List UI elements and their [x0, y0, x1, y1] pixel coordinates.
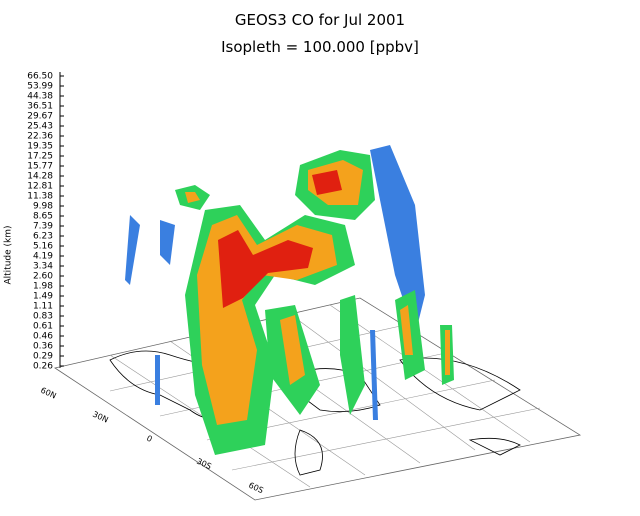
altitude-tick-label: 8.65: [33, 212, 53, 222]
latitude-label: 30S: [195, 457, 213, 472]
altitude-tick-label: 29.67: [27, 112, 53, 122]
altitude-tick-label: 0.83: [33, 312, 53, 322]
altitude-tick-label: 66.50: [27, 72, 53, 82]
altitude-tick-label: 1.98: [33, 282, 53, 292]
altitude-tick-label: 19.35: [27, 142, 53, 152]
altitude-tick-label: 44.38: [27, 92, 53, 102]
altitude-tick-label: 53.99: [27, 82, 53, 92]
latitude-label: 60S: [247, 481, 265, 496]
altitude-tick-label: 17.25: [27, 152, 53, 162]
title: GEOS3 CO for Jul 2001: [235, 11, 405, 29]
altitude-tick-label: 0.36: [33, 342, 53, 352]
altitude-tick-label: 0.46: [33, 332, 53, 342]
altitude-tick-label: 4.19: [33, 252, 53, 262]
latitude-label: 30N: [91, 410, 109, 425]
altitude-tick-label: 9.98: [33, 202, 53, 212]
altitude-tick-label: 0.26: [33, 362, 53, 372]
subtitle: Isopleth = 100.000 [ppbv]: [221, 38, 419, 56]
altitude-tick-label: 22.36: [27, 132, 53, 142]
altitude-tick-label: 0.29: [33, 352, 53, 362]
altitude-tick-label: 5.16: [33, 242, 53, 252]
altitude-tick-label: 36.51: [27, 102, 53, 112]
altitude-tick-label: 7.39: [33, 222, 53, 232]
altitude-tick-label: 14.28: [27, 172, 53, 182]
altitude-tick-label: 11.38: [27, 192, 53, 202]
altitude-tick-label: 15.77: [27, 162, 53, 172]
altitude-tick-label: 12.81: [27, 182, 53, 192]
altitude-tick-label: 25.43: [27, 122, 53, 132]
isosurface: [125, 145, 454, 455]
altitude-tick-label: 0.61: [33, 322, 53, 332]
axis-label: Altitude (km): [4, 225, 14, 284]
latitude-label: 0: [145, 434, 153, 444]
altitude-tick-label: 6.23: [33, 232, 53, 242]
altitude-tick-label: 2.60: [33, 272, 53, 282]
altitude-tick-label: 1.11: [33, 302, 53, 312]
altitude-tick-label: 1.49: [33, 292, 53, 302]
altitude-tick-label: 3.34: [33, 262, 53, 272]
latitude-label: 60N: [39, 386, 57, 401]
